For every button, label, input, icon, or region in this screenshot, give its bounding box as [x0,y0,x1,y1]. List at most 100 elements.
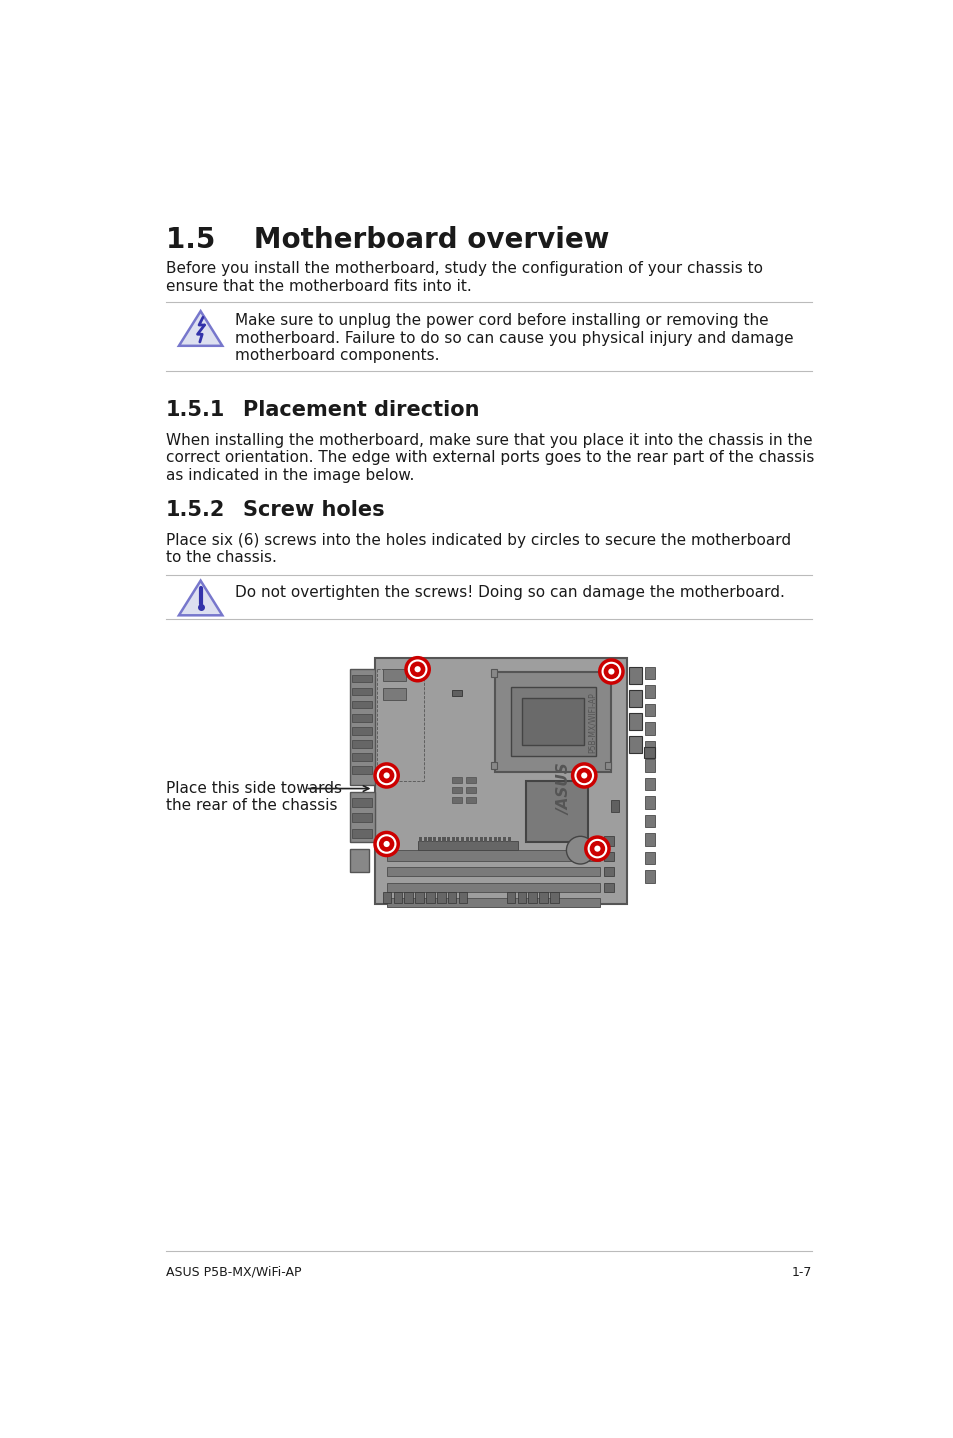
Bar [603,851,614,861]
Bar [452,777,461,784]
Circle shape [415,666,420,673]
Bar [352,700,372,709]
Bar [603,867,614,876]
Bar [507,837,510,841]
Bar [493,837,497,841]
Bar [452,797,461,804]
Bar [382,669,406,680]
Circle shape [406,657,429,680]
Bar [452,787,461,794]
Circle shape [566,837,594,864]
Text: /ASUS: /ASUS [557,764,572,815]
Bar [603,883,614,892]
Bar [452,690,461,696]
Text: Before you install the motherboard, study the configuration of your chassis to
e: Before you install the motherboard, stud… [166,262,762,293]
Bar [466,777,476,784]
Text: Make sure to unplug the power cord before installing or removing the
motherboard: Make sure to unplug the power cord befor… [235,313,793,364]
Bar [645,778,654,789]
Bar [604,762,611,769]
Text: 1-7: 1-7 [791,1265,811,1278]
Bar [510,687,596,756]
Bar [352,687,372,696]
Bar [394,892,402,903]
Bar [645,741,654,754]
Bar [350,848,369,871]
Bar [386,850,599,861]
Text: 1.5.1: 1.5.1 [166,400,225,420]
Bar [436,892,445,903]
Bar [352,798,372,807]
Bar [629,736,641,754]
Bar [447,892,456,903]
Circle shape [594,846,599,851]
Bar [404,892,413,903]
Bar [484,837,487,841]
Circle shape [608,669,614,674]
Bar [479,837,482,841]
Bar [629,690,641,707]
Text: ASUS P5B-MX/WiFi-AP: ASUS P5B-MX/WiFi-AP [166,1265,301,1278]
Bar [521,699,583,745]
Bar [488,837,492,841]
Text: Place six (6) screws into the holes indicated by circles to secure the motherboa: Place six (6) screws into the holes indi… [166,533,790,565]
Bar [603,837,614,846]
Circle shape [599,660,622,683]
Bar [386,867,599,876]
Bar [423,837,427,841]
Bar [495,672,611,772]
Bar [550,892,558,903]
Bar [386,883,599,892]
Circle shape [580,772,587,778]
Circle shape [603,664,618,679]
Bar [645,703,654,716]
Bar [645,797,654,808]
Bar [466,797,476,804]
Bar [433,837,436,841]
Bar [604,669,611,677]
Bar [470,837,473,841]
Bar [350,669,375,785]
Bar [352,741,372,748]
Bar [502,837,505,841]
Text: Place this side towards
the rear of the chassis: Place this side towards the rear of the … [166,781,341,814]
Bar [456,837,459,841]
Text: Do not overtighten the screws! Doing so can damage the motherboard.: Do not overtighten the screws! Doing so … [235,585,784,600]
Bar [428,837,431,841]
Text: Screw holes: Screw holes [243,500,384,519]
Circle shape [378,768,394,784]
Bar [538,892,547,903]
Circle shape [589,841,604,856]
Polygon shape [179,581,222,615]
Bar [352,713,372,722]
Bar [437,837,440,841]
Text: P5B-MX/WIFI-AP: P5B-MX/WIFI-AP [587,693,596,754]
Bar [645,870,654,883]
Bar [645,667,654,679]
Bar [452,837,455,841]
Bar [517,892,525,903]
Bar [645,833,654,846]
Bar [382,689,406,700]
Bar [447,837,450,841]
Bar [645,815,654,827]
Bar [491,669,497,677]
Bar [466,787,476,794]
Bar [645,759,654,772]
Bar [528,892,537,903]
Polygon shape [179,311,222,345]
Bar [417,841,517,850]
Circle shape [410,661,425,677]
Text: 1.5    Motherboard overview: 1.5 Motherboard overview [166,226,608,255]
Bar [475,837,477,841]
Bar [352,814,372,823]
Bar [458,892,467,903]
Bar [491,762,497,769]
Bar [506,892,515,903]
Bar [415,892,423,903]
Bar [643,746,654,758]
Bar [465,837,468,841]
Bar [426,892,435,903]
Bar [611,800,618,811]
Bar [645,686,654,697]
Bar [645,722,654,735]
